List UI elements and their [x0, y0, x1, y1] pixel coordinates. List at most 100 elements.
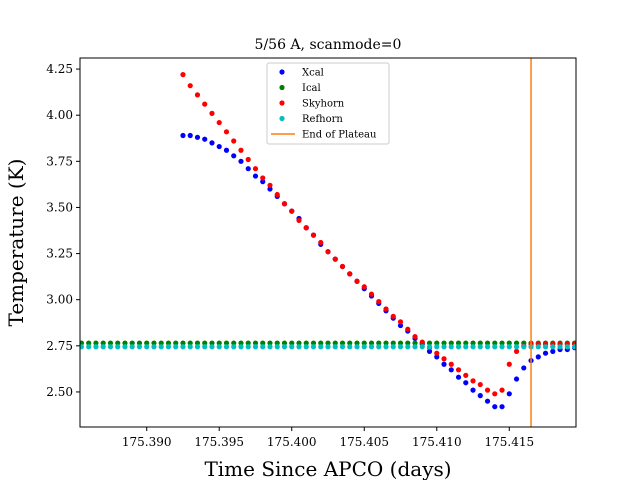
skyhorn-point [477, 381, 483, 388]
skyhorn-point [347, 271, 353, 277]
refhorn-point [412, 344, 418, 350]
refhorn-point [115, 344, 121, 350]
ical-point [281, 340, 288, 346]
refhorn-point [347, 344, 353, 350]
refhorn-point [173, 344, 179, 350]
skyhorn-point [245, 156, 251, 163]
refhorn-point [397, 344, 404, 350]
ical-point [484, 340, 491, 346]
skyhorn-point [296, 217, 302, 223]
skyhorn-point [318, 239, 324, 246]
ical-point [448, 340, 454, 346]
skyhorn-point [238, 147, 244, 153]
refhorn-point [144, 344, 150, 350]
ical-point [144, 340, 150, 346]
refhorn-point [354, 344, 360, 350]
refhorn-point [151, 344, 157, 350]
refhorn-point [107, 344, 114, 350]
refhorn-point [361, 344, 367, 350]
refhorn-point [216, 344, 222, 350]
ical-point [455, 340, 462, 346]
y-axis: 2.50 2.75 3.00 3.25 3.50 3.75 4.00 4.25 [46, 62, 80, 399]
ical-point [463, 340, 469, 346]
xcal-point [470, 387, 476, 393]
y-tick-label: 3.00 [46, 293, 73, 307]
ical-point [194, 340, 201, 346]
x-tick-label: 175.405 [339, 435, 389, 449]
xcal-point [426, 348, 433, 354]
xcal-point [550, 348, 556, 354]
xcal-point [513, 376, 520, 382]
ical-point [202, 340, 208, 346]
y-tick-label: 3.75 [46, 154, 73, 168]
refhorn-point [289, 344, 295, 350]
xcal-point [455, 374, 462, 380]
skyhorn-point [376, 298, 382, 305]
legend-entry-refhorn: Refhorn [279, 114, 343, 125]
refhorn-point [122, 344, 128, 350]
ical-point [318, 340, 324, 346]
refhorn-point [434, 344, 440, 350]
skyhorn-point [441, 356, 447, 362]
skyhorn-point [274, 191, 280, 198]
legend-marker [279, 69, 285, 75]
refhorn-point [136, 344, 143, 350]
refhorn-point [274, 344, 280, 350]
skyhorn-point [492, 391, 498, 397]
refhorn-point [281, 344, 288, 350]
xcal-point [492, 404, 498, 410]
refhorn-point [499, 344, 505, 350]
skyhorn-point [419, 339, 425, 345]
refhorn-point [550, 344, 556, 350]
refhorn-point [238, 344, 244, 350]
skyhorn-point [223, 129, 230, 135]
ical-point [93, 340, 99, 346]
ical-point [390, 340, 396, 346]
y-tick-label: 4.25 [46, 62, 73, 76]
legend-label: Xcal [302, 68, 324, 79]
skyhorn-point [231, 138, 237, 144]
refhorn-point [376, 344, 382, 350]
xcal-point [448, 367, 454, 373]
refhorn-point [339, 344, 346, 350]
legend-label: Ical [302, 83, 321, 94]
ical-point [296, 340, 302, 346]
refhorn-point [441, 344, 447, 350]
ical-point [303, 340, 309, 346]
ical-point [151, 340, 157, 346]
skyhorn-point [281, 201, 288, 207]
skyhorn-point [267, 182, 273, 188]
skyhorn-point [368, 291, 375, 297]
ical-point [492, 340, 498, 346]
ical-point [339, 340, 346, 346]
ical-point [260, 340, 266, 346]
legend-label: End of Plateau [302, 130, 377, 141]
xcal-point [441, 361, 447, 367]
refhorn-point [390, 344, 396, 350]
ical-point [426, 340, 433, 346]
refhorn-point [571, 344, 576, 350]
ical-point [412, 340, 418, 346]
refhorn-point [165, 344, 172, 350]
xcal-point [216, 143, 222, 150]
skyhorn-point [448, 361, 454, 367]
refhorn-point [542, 344, 549, 350]
skyhorn-point [260, 175, 266, 181]
refhorn-point [252, 344, 259, 350]
refhorn-point [129, 344, 135, 350]
ical-point [187, 340, 193, 346]
skyhorn-point [412, 334, 418, 340]
skyhorn-point [397, 319, 404, 325]
refhorn-point [470, 344, 476, 350]
y-tick-label: 4.00 [46, 108, 73, 122]
xcal-point [252, 173, 259, 179]
chart-title: 5/56 A, scanmode=0 [255, 37, 402, 53]
ical-point [158, 340, 164, 346]
refhorn-point [383, 344, 389, 350]
skyhorn-point [434, 350, 440, 356]
ical-point [86, 340, 92, 346]
ical-point [115, 340, 121, 346]
refhorn-point [93, 344, 99, 350]
skyhorn-point [339, 263, 346, 270]
refhorn-point [463, 344, 469, 350]
